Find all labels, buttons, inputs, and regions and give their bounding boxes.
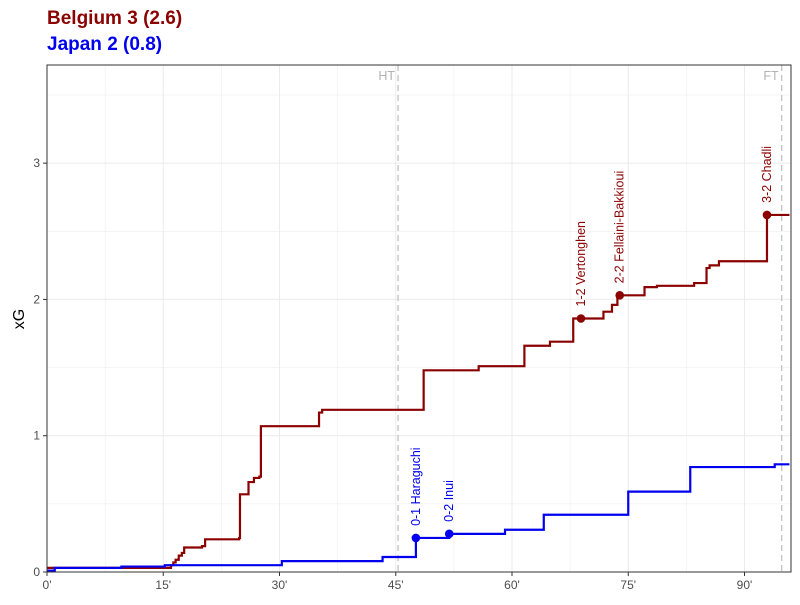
japan-goal-point <box>411 533 421 543</box>
belgium-goal-label: 3-2 Chadli <box>760 146 774 203</box>
y-tick-label: 0 <box>33 565 40 579</box>
ft-marker-label: FT <box>763 69 779 83</box>
x-tick-label: 75' <box>620 578 636 592</box>
belgium-goal-point <box>576 314 586 323</box>
series-layer <box>47 213 790 572</box>
japan-goal-label: 0-2 Inui <box>442 480 456 522</box>
x-tick-label: 15' <box>155 578 171 592</box>
japan-goal-label: 0-1 Haraguchi <box>409 447 423 526</box>
grid-layer <box>46 65 791 573</box>
belgium-xg-line <box>47 213 790 570</box>
japan-goal-point <box>444 529 454 539</box>
axis-layer: 0' 15' 30' 45' 60' 75' 90' 0 1 2 3 <box>33 64 792 592</box>
period-layer: HT FT <box>378 65 783 572</box>
y-tick-label: 2 <box>33 292 40 306</box>
title-away-line: Japan 2 (0.8) <box>47 34 163 55</box>
chart-title: Belgium 3 (2.6) Japan 2 (0.8) <box>47 6 182 58</box>
goal-layer: 1-2 Vertonghen 2-2 Fellaini-Bakkioui 3-2 C… <box>409 146 774 543</box>
x-tick-label: 60' <box>504 578 520 592</box>
x-tick-label: 90' <box>737 578 753 592</box>
japan-xg-line <box>47 463 790 572</box>
belgium-goal-point <box>762 210 772 220</box>
panel-border <box>46 64 792 573</box>
belgium-goal-point <box>615 291 625 300</box>
panel-background <box>47 65 791 572</box>
y-tick-label: 1 <box>33 429 40 443</box>
x-tick-label: 45' <box>388 578 404 592</box>
y-tick-label: 3 <box>33 156 40 170</box>
belgium-goal-label: 2-2 Fellaini-Bakkioui <box>613 171 627 284</box>
y-axis-title: xG <box>11 309 28 329</box>
x-tick-label: 0' <box>43 578 52 592</box>
x-tick-label: 30' <box>272 578 288 592</box>
ht-marker-label: HT <box>378 69 395 83</box>
belgium-goal-label: 1-2 Vertonghen <box>574 221 588 307</box>
title-home-line: Belgium 3 (2.6) <box>47 8 183 29</box>
